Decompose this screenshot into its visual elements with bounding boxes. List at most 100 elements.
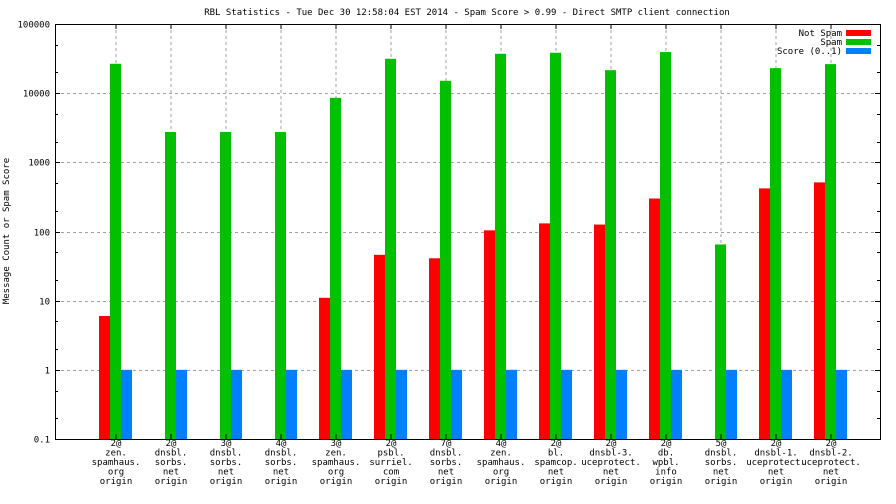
y-tick-label: 1 bbox=[45, 367, 50, 377]
x-tick-label: 2@ dnsbl-1. uceprotect. net origin bbox=[746, 439, 806, 487]
x-tick-label-line: 5@ bbox=[716, 439, 727, 449]
bar-score-0-1 bbox=[726, 369, 737, 439]
x-tick-label-line: dnsbl. bbox=[210, 449, 243, 459]
bar-spam bbox=[385, 58, 396, 439]
x-tick-label-line: psbl. bbox=[377, 449, 404, 459]
x-tick-label-line: origin bbox=[100, 477, 133, 487]
x-tick-label-line: uceprotect. bbox=[801, 458, 861, 468]
x-tick-label: 4@ dnsbl. sorbs. net origin bbox=[265, 439, 298, 487]
x-tick-label: 2@ bl. spamcop. net origin bbox=[534, 439, 577, 487]
bar-not-spam bbox=[374, 254, 385, 439]
x-tick-label-line: 4@ bbox=[496, 439, 507, 449]
bar-spam bbox=[825, 64, 836, 440]
bar-score-0-1 bbox=[836, 369, 847, 439]
x-tick-label-line: 4@ bbox=[276, 439, 287, 449]
bar-score-0-1 bbox=[396, 369, 407, 439]
x-tick-label-line: dnsbl. bbox=[265, 449, 298, 459]
x-tick-label-line: dnsbl. bbox=[430, 449, 463, 459]
y-tick-label: 10 bbox=[39, 298, 50, 308]
bar-spam bbox=[220, 131, 231, 439]
bar-spam bbox=[440, 80, 451, 440]
x-tick-label-line: org bbox=[493, 468, 509, 478]
x-tick-label-line: dnsbl-2. bbox=[809, 449, 852, 459]
x-tick-label: 4@ zen. spamhaus. org origin bbox=[477, 439, 526, 487]
x-tick-label-line: 2@ bbox=[111, 439, 122, 449]
bar-not-spam bbox=[759, 188, 770, 439]
bar-not-spam bbox=[649, 198, 660, 439]
y-tick-label: 0.1 bbox=[34, 436, 50, 446]
x-tick-label-line: wpbl. bbox=[652, 458, 679, 468]
bar-score-0-1 bbox=[121, 369, 132, 439]
bar-spam bbox=[165, 131, 176, 439]
y-tick-label: 1000 bbox=[28, 159, 50, 169]
y-tick-label: 100 bbox=[34, 229, 50, 239]
x-tick-label-line: net bbox=[823, 468, 839, 478]
x-tick-label-line: surriel. bbox=[369, 458, 412, 468]
x-tick-label-line: spamhaus. bbox=[312, 458, 361, 468]
x-tick-label-line: 2@ bbox=[166, 439, 177, 449]
bar-spam bbox=[110, 63, 121, 439]
x-tick-label-line: origin bbox=[430, 477, 463, 487]
bar-score-0-1 bbox=[781, 369, 792, 439]
x-tick-label-line: 3@ bbox=[331, 439, 342, 449]
legend-swatch bbox=[846, 39, 871, 45]
x-tick-label-line: origin bbox=[375, 477, 408, 487]
bar-spam bbox=[605, 70, 616, 439]
x-tick-label-line: zen. bbox=[105, 449, 127, 459]
x-tick-label-line: net bbox=[218, 468, 234, 478]
x-tick-label: 3@ zen. spamhaus. org origin bbox=[312, 439, 361, 487]
bar-not-spam bbox=[814, 182, 825, 439]
x-tick-label-line: sorbs. bbox=[265, 458, 298, 468]
x-tick-label-line: 7@ bbox=[441, 439, 452, 449]
x-tick-label-line: origin bbox=[815, 477, 848, 487]
x-tick-label-line: origin bbox=[320, 477, 353, 487]
y-tick-label: 10000 bbox=[23, 90, 50, 100]
x-tick-label-line: dnsbl. bbox=[155, 449, 188, 459]
x-tick-label-line: origin bbox=[485, 477, 518, 487]
x-tick-label-line: 2@ bbox=[606, 439, 617, 449]
x-tick-label: 2@ psbl. surriel. com origin bbox=[369, 439, 412, 487]
bar-score-0-1 bbox=[671, 369, 682, 439]
y-axis-label: Message Count or Spam Score bbox=[2, 158, 12, 304]
x-tick-label-line: spamhaus. bbox=[477, 458, 526, 468]
x-tick-label-line: uceprotect. bbox=[746, 458, 806, 468]
bar-spam bbox=[715, 244, 726, 439]
x-tick-label-line: info bbox=[655, 468, 677, 478]
bar-score-0-1 bbox=[451, 369, 462, 439]
x-tick-label-line: bl. bbox=[548, 449, 564, 459]
x-tick-label-line: net bbox=[713, 468, 729, 478]
x-tick-label-line: 2@ bbox=[771, 439, 782, 449]
bar-score-0-1 bbox=[616, 369, 627, 439]
bar-score-0-1 bbox=[506, 369, 517, 439]
x-tick-label-line: dnsbl-3. bbox=[589, 449, 632, 459]
y-tick-label: 100000 bbox=[17, 21, 50, 31]
y-tick-labels: 0.1 1 10 100 1000 10000 100000 bbox=[17, 21, 50, 446]
bar-score-0-1 bbox=[176, 369, 187, 439]
x-tick-label-line: db. bbox=[658, 449, 674, 459]
x-tick-label-line: origin bbox=[210, 477, 243, 487]
x-tick-label-line: dnsbl. bbox=[705, 449, 738, 459]
bar-score-0-1 bbox=[561, 369, 572, 439]
bar-spam bbox=[550, 52, 561, 439]
bar-score-0-1 bbox=[341, 369, 352, 439]
x-tick-label-line: sorbs. bbox=[705, 458, 738, 468]
x-tick-label-line: sorbs. bbox=[430, 458, 463, 468]
bar-not-spam bbox=[429, 258, 440, 439]
bar-not-spam bbox=[594, 224, 605, 439]
x-tick-label-line: origin bbox=[155, 477, 188, 487]
x-tick-label-line: net bbox=[603, 468, 619, 478]
bar-spam bbox=[770, 68, 781, 439]
legend-swatch bbox=[846, 30, 871, 36]
x-tick-label-line: com bbox=[383, 468, 399, 478]
x-tick-label-line: origin bbox=[265, 477, 298, 487]
x-tick-label-line: 2@ bbox=[551, 439, 562, 449]
x-tick-label-line: 2@ bbox=[826, 439, 837, 449]
bar-spam bbox=[330, 97, 341, 439]
x-tick-label: 2@ dnsbl-2. uceprotect. net origin bbox=[801, 439, 861, 487]
x-tick-label-line: spamhaus. bbox=[92, 458, 141, 468]
x-tick-label: 2@ dnsbl. sorbs. net origin bbox=[155, 439, 188, 487]
x-tick-label-line: sorbs. bbox=[155, 458, 188, 468]
